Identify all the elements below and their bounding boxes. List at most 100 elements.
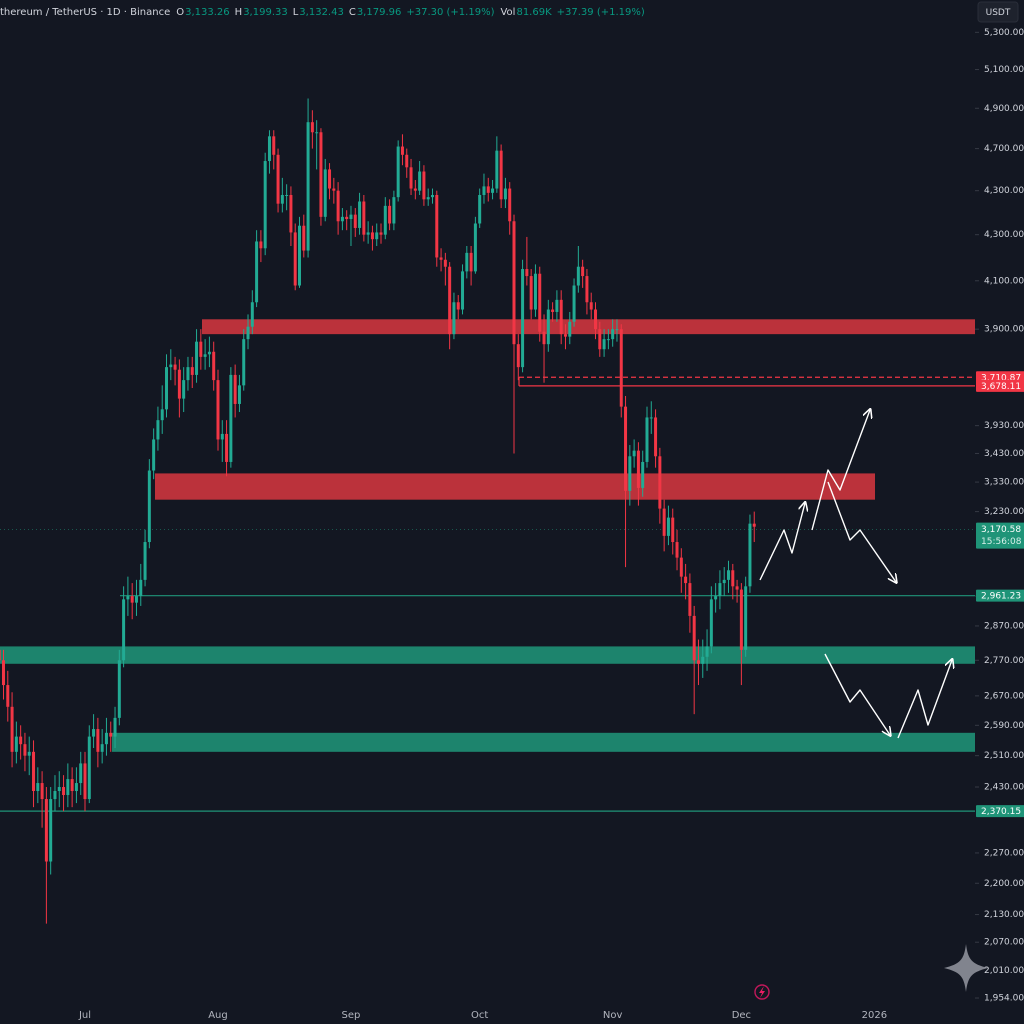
candle-body [482,186,486,195]
candle-body [521,269,525,368]
candle-body [276,154,280,204]
candle-body [160,409,164,421]
candle-body [727,570,730,580]
candle-body [400,146,404,155]
candle-body [40,783,44,800]
y-tick-label: 2,130.00 [984,910,1024,920]
candle-body [212,351,216,381]
candle-body [748,523,752,587]
candle-body [332,188,336,191]
candle-body [516,344,520,368]
x-tick-label: Jul [78,1010,91,1021]
candle-body [319,132,323,217]
candle-body [576,266,580,286]
zone [112,732,975,752]
candle-body [551,309,555,312]
x-tick-label: Aug [208,1010,228,1021]
candle-body [452,302,456,335]
level-price-box [976,589,1024,602]
candle-body [70,779,74,792]
candle-body [370,232,374,240]
volume-key: Vol [500,7,515,18]
candle-body [74,783,78,792]
quote-key: C [349,7,356,18]
x-tick-label: Oct [471,1010,488,1021]
lightning-icon[interactable] [754,984,770,1000]
candle-body [628,456,632,491]
candle-body [563,334,567,337]
candle-body [207,351,211,355]
level-price-label: 2,961.23 [981,592,1021,602]
y-tick-label: 5,300.00 [984,28,1024,38]
y-tick-label: 2,590.00 [984,721,1024,731]
candle-body [405,154,409,168]
candle-body [195,341,199,375]
candle-body [147,470,151,543]
candle-body [126,596,130,600]
candle-body [19,736,23,745]
candle-body [267,136,271,162]
y-tick-label: 3,900.00 [984,325,1024,335]
candle-body [242,339,246,386]
candle-body [306,122,310,251]
candle-body [671,517,675,543]
y-tick-label: 4,900.00 [984,104,1024,114]
candles [0,98,756,924]
candle-body [641,461,645,488]
candle-body [581,266,585,277]
candle-body [413,188,417,191]
candle-body [87,736,91,800]
candle-body [345,216,349,220]
candle-body [216,380,220,440]
candle-body [555,299,559,312]
countdown: 15:56:08 [981,537,1022,547]
y-tick-label: 4,300.00 [984,186,1024,196]
candle-body [250,302,254,327]
y-tick-label: 3,930.00 [984,421,1024,431]
candle-body [130,596,134,603]
candle-body [585,276,589,303]
candle-body [512,221,516,345]
candle-body [49,799,53,862]
candle-body [173,364,177,370]
candle-body [606,339,610,341]
candle-body [310,122,314,133]
candle-body [636,450,640,488]
candle-body [165,367,169,410]
candle-body [568,321,572,337]
candle-body [340,216,344,222]
candle-body [53,791,57,800]
candle-body [62,787,66,796]
candle-body [426,197,430,200]
arrow-up-path [759,503,805,581]
candle-body [117,660,121,718]
candle-body [199,341,203,357]
level-price-box [976,379,1024,392]
candle-body [6,685,10,707]
candle-body [379,232,383,235]
candle-body [546,309,550,345]
candle-body [486,186,490,193]
candle-body [293,232,297,286]
zone [202,319,975,335]
currency-box[interactable] [977,1,1019,23]
candle-body [96,729,100,752]
candle-body [315,132,319,134]
y-tick-label: 2,070.00 [984,938,1024,948]
candle-body [57,787,61,792]
candle-body [594,309,598,330]
candle-body [675,542,679,558]
candle-body [225,433,229,462]
header: thereum / TetherUS · 1D · Binance O 3,133.… [0,7,645,18]
candle-body [388,205,392,224]
y-tick-label: 3,230.00 [984,507,1024,517]
candle-body [679,557,683,577]
candle-body [722,579,726,584]
x-tick-label: Sep [342,1010,361,1021]
candle-body [473,223,477,272]
candle-body [538,273,542,332]
y-tick-label: 2,270.00 [984,848,1024,858]
